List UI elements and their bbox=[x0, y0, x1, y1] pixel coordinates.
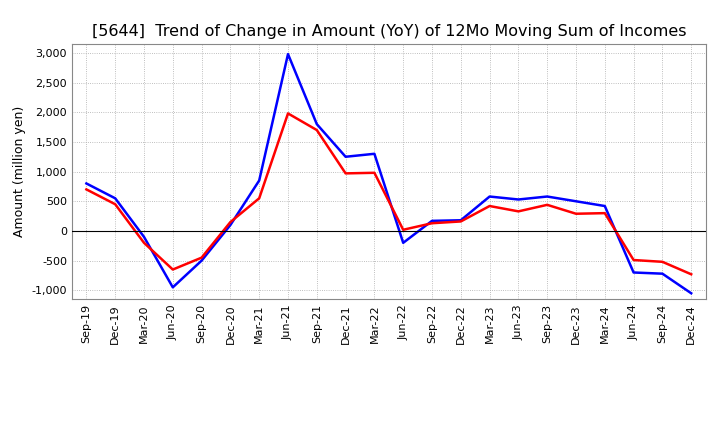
Ordinary Income bbox=[168, 285, 177, 290]
Net Income bbox=[572, 211, 580, 216]
Ordinary Income bbox=[428, 218, 436, 224]
Net Income bbox=[629, 257, 638, 263]
Net Income bbox=[399, 227, 408, 232]
Ordinary Income bbox=[341, 154, 350, 159]
Ordinary Income bbox=[629, 270, 638, 275]
Line: Ordinary Income: Ordinary Income bbox=[86, 54, 691, 293]
Net Income bbox=[687, 271, 696, 277]
Net Income bbox=[312, 128, 321, 133]
Ordinary Income bbox=[370, 151, 379, 157]
Ordinary Income bbox=[82, 181, 91, 186]
Net Income bbox=[284, 111, 292, 116]
Net Income bbox=[111, 202, 120, 207]
Ordinary Income bbox=[284, 51, 292, 57]
Net Income bbox=[370, 170, 379, 176]
Ordinary Income bbox=[456, 218, 465, 223]
Ordinary Income bbox=[140, 234, 148, 239]
Ordinary Income bbox=[514, 197, 523, 202]
Ordinary Income bbox=[485, 194, 494, 199]
Ordinary Income bbox=[255, 178, 264, 183]
Net Income bbox=[341, 171, 350, 176]
Ordinary Income bbox=[572, 198, 580, 204]
Ordinary Income bbox=[111, 196, 120, 201]
Net Income bbox=[485, 203, 494, 209]
Legend: Ordinary Income, Net Income: Ordinary Income, Net Income bbox=[236, 439, 541, 440]
Title: [5644]  Trend of Change in Amount (YoY) of 12Mo Moving Sum of Incomes: [5644] Trend of Change in Amount (YoY) o… bbox=[91, 24, 686, 39]
Net Income bbox=[255, 196, 264, 201]
Net Income bbox=[82, 187, 91, 192]
Net Income bbox=[197, 255, 206, 260]
Ordinary Income bbox=[197, 258, 206, 263]
Net Income bbox=[140, 240, 148, 246]
Ordinary Income bbox=[543, 194, 552, 199]
Y-axis label: Amount (million yen): Amount (million yen) bbox=[13, 106, 26, 237]
Net Income bbox=[543, 202, 552, 208]
Net Income bbox=[456, 219, 465, 224]
Net Income bbox=[600, 210, 609, 216]
Net Income bbox=[428, 220, 436, 226]
Net Income bbox=[514, 209, 523, 214]
Ordinary Income bbox=[687, 291, 696, 296]
Ordinary Income bbox=[600, 203, 609, 209]
Net Income bbox=[226, 220, 235, 225]
Net Income bbox=[168, 267, 177, 272]
Ordinary Income bbox=[658, 271, 667, 276]
Ordinary Income bbox=[226, 222, 235, 227]
Ordinary Income bbox=[312, 121, 321, 127]
Net Income bbox=[658, 259, 667, 264]
Ordinary Income bbox=[399, 240, 408, 246]
Line: Net Income: Net Income bbox=[86, 114, 691, 274]
